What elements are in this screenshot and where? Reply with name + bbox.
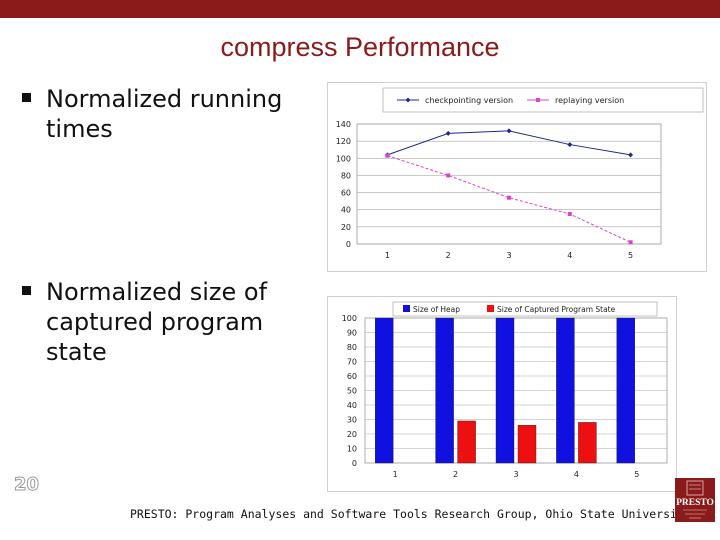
data-point <box>506 128 512 134</box>
slide-title: compress Performance <box>220 32 500 62</box>
bar <box>578 422 597 464</box>
bullet-running-times: Normalized running times <box>22 84 312 144</box>
footer-text: PRESTO: Program Analyses and Software To… <box>130 507 691 521</box>
legend-label: Size of Captured Program State <box>497 305 616 314</box>
legend-swatch <box>403 305 410 312</box>
top-bar <box>0 0 720 18</box>
legend-label: checkpointing version <box>425 96 513 105</box>
bullet-text: Normalized running times <box>46 85 283 143</box>
y-tick-label: 0 <box>346 240 351 249</box>
y-tick-label: 20 <box>347 430 357 439</box>
x-tick-label: 1 <box>393 470 398 479</box>
bar <box>435 317 454 464</box>
svg-text:PRESTO: PRESTO <box>676 498 714 508</box>
y-tick-label: 40 <box>341 206 351 215</box>
legend-swatch <box>487 305 494 312</box>
x-tick-label: 1 <box>385 251 390 260</box>
legend-marker <box>536 98 540 102</box>
data-point <box>507 195 511 200</box>
y-tick-label: 100 <box>336 154 351 163</box>
bar <box>616 317 635 464</box>
data-point <box>628 240 633 245</box>
x-tick-label: 3 <box>513 470 518 479</box>
running-times-chart: 0 20 40 60 80 100 120 140 1 2 3 4 5 checkpointing ver… <box>327 82 707 272</box>
y-tick-label: 0 <box>352 459 357 468</box>
bullet-square-icon <box>22 93 31 102</box>
x-tick-label: 4 <box>567 251 572 260</box>
legend-box <box>392 301 658 317</box>
y-tick-label: 80 <box>347 343 357 352</box>
page-number: 20 <box>13 474 40 496</box>
bar <box>495 317 515 464</box>
data-point <box>446 173 451 178</box>
y-tick-label: 10 <box>347 445 357 454</box>
y-tick-label: 60 <box>341 189 351 198</box>
legend-label: replaying version <box>555 96 624 105</box>
data-point <box>567 212 572 216</box>
y-tick-label: 140 <box>336 120 351 129</box>
y-tick-label: 70 <box>347 358 357 367</box>
bar <box>375 317 394 464</box>
x-tick-label: 5 <box>628 251 633 260</box>
y-tick-label: 20 <box>341 223 351 232</box>
data-point <box>628 152 634 158</box>
data-point <box>445 130 451 136</box>
data-point <box>567 142 573 148</box>
presto-logo: PRESTO <box>675 478 715 522</box>
y-tick-label: 50 <box>347 387 357 396</box>
data-point <box>385 153 390 158</box>
bar <box>457 420 476 464</box>
bar <box>517 425 537 464</box>
y-tick-label: 90 <box>347 329 357 338</box>
bullet-captured-state: Normalized size of captured program stat… <box>22 277 312 367</box>
y-tick-label: 60 <box>347 372 357 381</box>
bar <box>556 317 575 464</box>
y-tick-label: 30 <box>347 416 357 425</box>
captured-state-chart: 0 10 20 30 40 50 60 70 80 90 100 1 2 3 4 5 Size of Heap S… <box>327 296 677 492</box>
y-tick-label: 120 <box>336 137 351 146</box>
x-tick-label: 3 <box>506 251 511 260</box>
legend-label: Size of Heap <box>413 305 460 314</box>
bullet-text: Normalized size of captured program stat… <box>46 278 268 366</box>
y-tick-label: 40 <box>347 401 357 410</box>
legend-marker <box>405 97 411 103</box>
x-tick-label: 4 <box>574 470 579 479</box>
x-tick-label: 2 <box>446 251 451 260</box>
x-tick-label: 2 <box>453 470 458 479</box>
bullet-square-icon <box>22 286 31 295</box>
x-tick-label: 5 <box>634 470 639 479</box>
y-tick-label: 100 <box>342 314 357 323</box>
plot-area <box>356 123 662 245</box>
series-line <box>387 155 631 243</box>
y-tick-label: 80 <box>341 171 351 180</box>
